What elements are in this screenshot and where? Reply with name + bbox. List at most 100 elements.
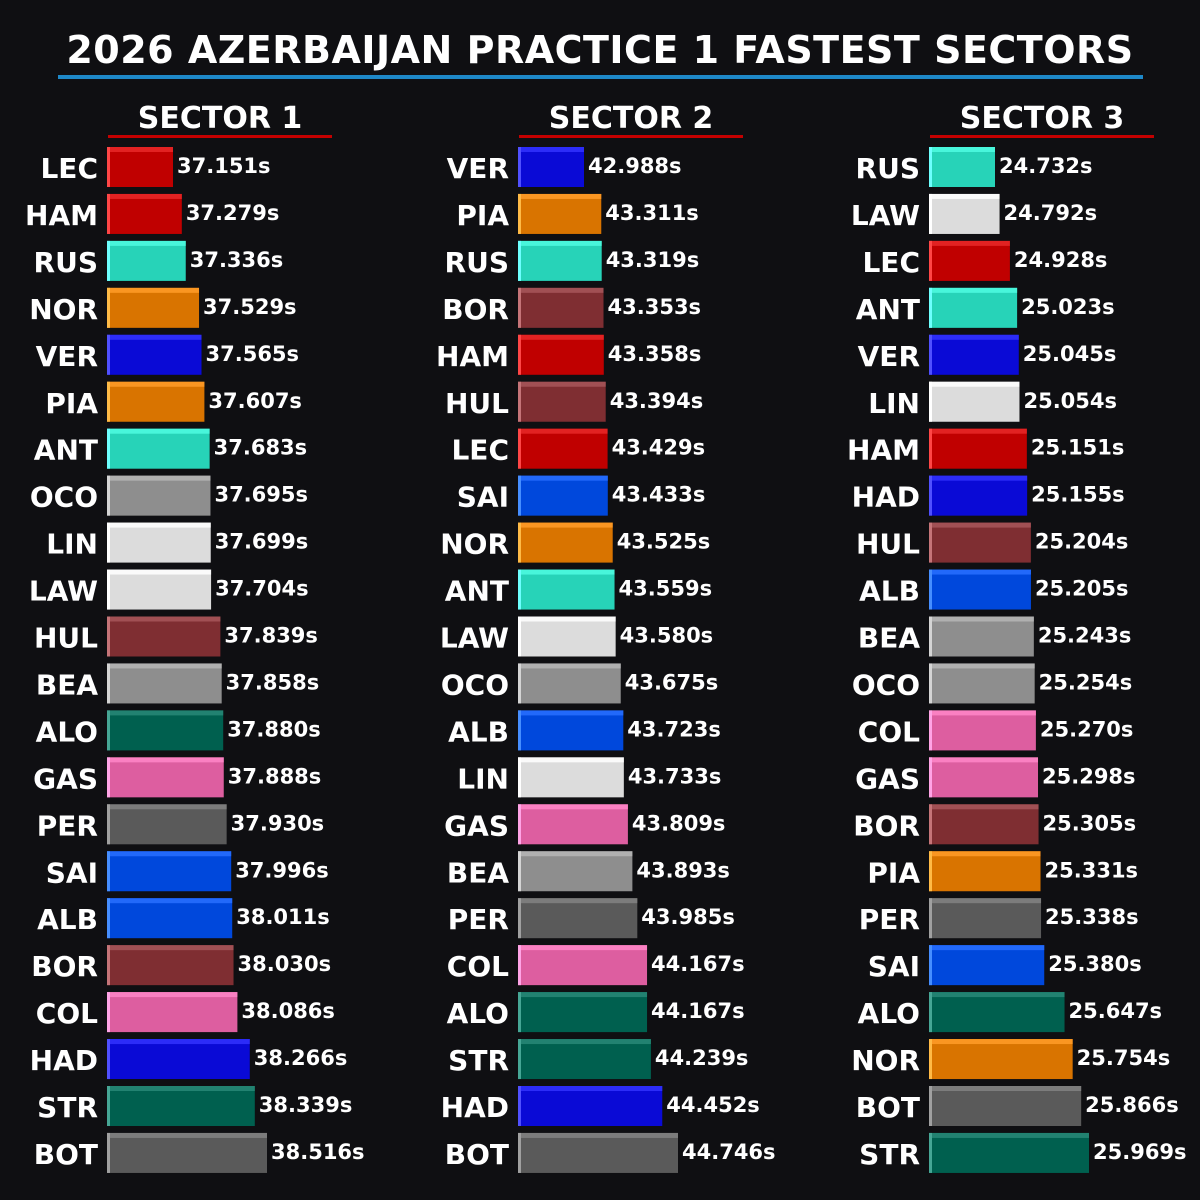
- time-label: 25.254s: [1039, 670, 1133, 694]
- bar-highlight: [518, 992, 648, 998]
- driver-label: HAD: [441, 1091, 509, 1124]
- bar: [929, 381, 1020, 422]
- bar: [107, 193, 182, 234]
- bar: [518, 381, 606, 422]
- bar-highlight: [518, 945, 648, 951]
- bar-edge: [518, 381, 521, 422]
- bar: [107, 569, 212, 610]
- bar-row: HUL 37.839s: [34, 616, 318, 657]
- driver-label: RUS: [445, 246, 509, 279]
- time-label: 38.030s: [238, 952, 332, 976]
- time-label: 25.204s: [1035, 530, 1129, 554]
- bar-row: SAI 43.433s: [457, 475, 705, 516]
- driver-label: BOR: [442, 293, 509, 326]
- bar-highlight: [518, 381, 606, 387]
- bar: [929, 851, 1041, 892]
- time-label: 37.336s: [190, 248, 284, 272]
- bar: [518, 663, 621, 704]
- bar-highlight: [518, 147, 584, 152]
- bar-highlight: [107, 757, 224, 763]
- time-label: 43.525s: [617, 530, 711, 554]
- bar-edge: [518, 1132, 521, 1173]
- bar-row: RUS 37.336s: [34, 240, 284, 281]
- driver-label: LIN: [46, 528, 98, 561]
- bar-edge: [107, 1039, 110, 1080]
- bar-highlight: [518, 757, 624, 763]
- bar-row: RUS 24.732s: [856, 147, 1093, 187]
- bar-highlight: [107, 1086, 255, 1091]
- bar: [107, 287, 200, 328]
- bar-row: COL 44.167s: [447, 945, 745, 986]
- bar-row: HUL 43.394s: [445, 381, 703, 422]
- bar-row: NOR 37.529s: [29, 287, 297, 328]
- bar: [929, 569, 1031, 610]
- bar-highlight: [518, 710, 624, 716]
- bar-highlight: [107, 992, 238, 998]
- bar-edge: [929, 757, 932, 798]
- time-label: 37.279s: [186, 201, 280, 225]
- time-label: 24.792s: [1004, 201, 1098, 225]
- bar-row: ALO 25.647s: [858, 992, 1162, 1033]
- bar-row: OCO 37.695s: [30, 475, 308, 516]
- bar-highlight: [518, 1086, 663, 1091]
- bar-highlight: [107, 475, 211, 481]
- driver-label: LEC: [451, 434, 509, 467]
- bar-highlight: [107, 193, 182, 199]
- driver-label: ALO: [36, 715, 98, 748]
- bar-row: ANT 37.683s: [34, 428, 308, 469]
- bar-highlight: [929, 334, 1019, 340]
- bar-highlight: [518, 334, 604, 340]
- driver-label: LIN: [868, 387, 920, 420]
- bar-edge: [107, 851, 110, 892]
- bar-edge: [518, 147, 521, 187]
- driver-label: HUL: [445, 387, 509, 420]
- driver-label: GAS: [855, 762, 920, 795]
- bar-edge: [929, 1039, 932, 1080]
- driver-label: NOR: [29, 293, 98, 326]
- bar-edge: [107, 569, 110, 610]
- bar-highlight: [518, 616, 616, 622]
- bar: [107, 851, 232, 892]
- bar-edge: [518, 522, 521, 563]
- driver-label: GAS: [444, 809, 509, 842]
- bar-highlight: [107, 1132, 267, 1138]
- bar-row: GAS 25.298s: [855, 757, 1136, 798]
- time-label: 43.580s: [620, 624, 714, 648]
- bar-edge: [107, 334, 110, 375]
- bar-highlight: [107, 569, 212, 575]
- bar-highlight: [518, 522, 613, 528]
- bar-edge: [518, 710, 521, 751]
- time-label: 37.996s: [235, 858, 329, 882]
- time-label: 25.205s: [1035, 577, 1129, 601]
- driver-label: HAD: [30, 1044, 98, 1077]
- bar-row: GAS 37.888s: [33, 757, 321, 798]
- bar-edge: [929, 804, 932, 845]
- driver-label: RUS: [856, 152, 920, 185]
- bar-row: PER 37.930s: [37, 804, 324, 845]
- bar-edge: [518, 616, 521, 657]
- bar-row: BOR 25.305s: [853, 804, 1136, 845]
- time-label: 25.023s: [1021, 295, 1115, 319]
- bar-row: LEC 43.429s: [451, 428, 705, 469]
- bar-row: RUS 43.319s: [445, 240, 699, 281]
- bar-highlight: [107, 147, 173, 152]
- time-label: 37.683s: [214, 436, 308, 460]
- bar-edge: [107, 381, 110, 422]
- driver-label: PIA: [456, 199, 509, 232]
- bar-highlight: [929, 710, 1036, 716]
- bar-row: PER 25.338s: [859, 898, 1139, 939]
- bar: [929, 1039, 1073, 1080]
- bar: [107, 757, 224, 798]
- bar-highlight: [929, 851, 1041, 857]
- sector-3-underline: [930, 135, 1154, 138]
- time-label: 38.516s: [271, 1140, 365, 1164]
- bar-row: ALO 44.167s: [447, 992, 745, 1033]
- bar-edge: [518, 898, 521, 939]
- bar-row: OCO 25.254s: [852, 663, 1133, 704]
- bar-highlight: [929, 663, 1035, 669]
- bar-highlight: [929, 193, 1000, 199]
- bar: [107, 334, 202, 375]
- bar: [929, 287, 1018, 328]
- bar-row: ANT 25.023s: [856, 287, 1115, 328]
- time-label: 25.270s: [1040, 717, 1134, 741]
